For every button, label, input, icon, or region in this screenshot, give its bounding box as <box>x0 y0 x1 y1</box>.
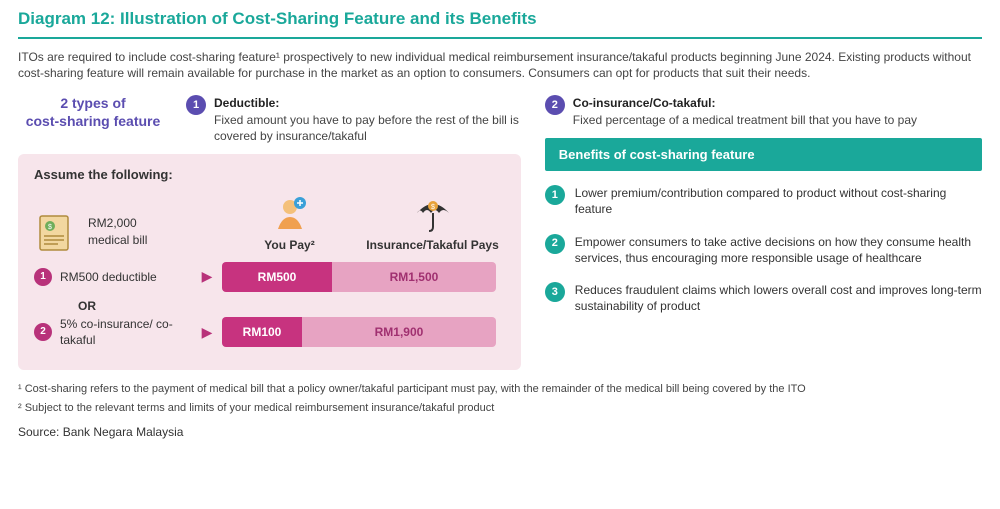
scen-num-2: 2 <box>34 323 52 341</box>
bill-text: RM2,000 medical bill <box>88 215 168 247</box>
num-circle-2: 2 <box>545 95 565 115</box>
def-text: Fixed amount you have to pay before the … <box>214 112 521 144</box>
def-title: Co-insurance/Co-takaful: <box>573 95 917 111</box>
footnotes: ¹ Cost-sharing refers to the payment of … <box>18 382 982 416</box>
col-head-you: You Pay² <box>264 237 314 253</box>
benefits-header: Benefits of cost-sharing feature <box>545 138 982 172</box>
types-label: 2 types of cost-sharing feature <box>18 95 168 130</box>
benefit-num-1: 1 <box>545 185 565 205</box>
definition-deductible: 1 Deductible: Fixed amount you have to p… <box>186 95 521 144</box>
benefit-2: 2 Empower consumers to take active decis… <box>545 234 982 266</box>
benefit-1: 1 Lower premium/contribution compared to… <box>545 185 982 217</box>
arrow-icon: ▶ <box>200 323 214 342</box>
person-icon <box>270 193 310 233</box>
svg-text:$: $ <box>431 204 435 211</box>
col-head-ins: Insurance/Takaful Pays <box>366 237 499 253</box>
bar-you-2: RM100 <box>222 317 302 347</box>
def-title: Deductible: <box>214 95 521 111</box>
bar-you-1: RM500 <box>222 262 332 292</box>
assume-title: Assume the following: <box>34 166 505 184</box>
scenario-2: 2 5% co-insurance/ co-takaful ▶ RM100 RM… <box>34 316 505 348</box>
source: Source: Bank Negara Malaysia <box>18 424 982 440</box>
diagram-title: Diagram 12: Illustration of Cost-Sharing… <box>18 8 982 39</box>
bar-ins-2: RM1,900 <box>302 317 496 347</box>
or-label: OR <box>78 298 505 314</box>
left-column: 2 types of cost-sharing feature 1 Deduct… <box>18 95 521 370</box>
assumption-box: Assume the following: $ RM2,000 medical … <box>18 154 521 370</box>
bar-ins-1: RM1,500 <box>332 262 496 292</box>
bar-1: RM500 RM1,500 <box>222 262 496 292</box>
benefit-3: 3 Reduces fraudulent claims which lowers… <box>545 282 982 314</box>
umbrella-icon: $ <box>413 193 453 233</box>
right-column: 2 Co-insurance/Co-takaful: Fixed percent… <box>545 95 982 370</box>
scenario-1: 1 RM500 deductible ▶ RM500 RM1,500 <box>34 262 505 292</box>
bar-2: RM100 RM1,900 <box>222 317 496 347</box>
svg-text:$: $ <box>48 224 52 231</box>
definition-coinsurance: 2 Co-insurance/Co-takaful: Fixed percent… <box>545 95 982 127</box>
intro-text: ITOs are required to include cost-sharin… <box>18 49 982 81</box>
num-circle-1: 1 <box>186 95 206 115</box>
scen-num-1: 1 <box>34 268 52 286</box>
benefit-num-3: 3 <box>545 282 565 302</box>
bill-icon: $ <box>34 210 78 254</box>
def-text: Fixed percentage of a medical treatment … <box>573 112 917 128</box>
benefit-num-2: 2 <box>545 234 565 254</box>
arrow-icon: ▶ <box>200 267 214 286</box>
